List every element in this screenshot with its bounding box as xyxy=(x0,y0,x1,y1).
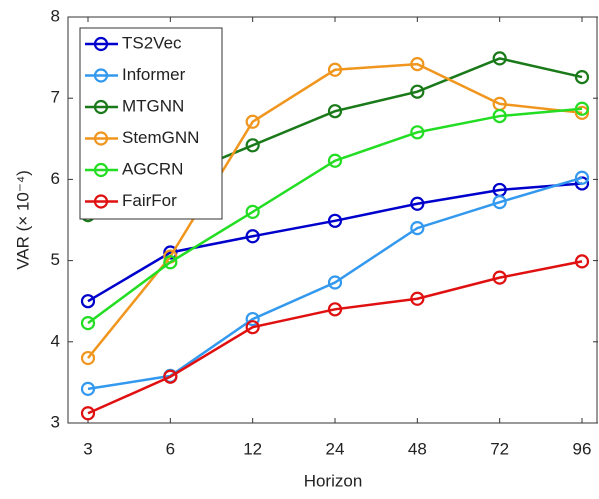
plot-frame xyxy=(67,16,598,424)
point xyxy=(245,320,260,335)
point xyxy=(492,270,507,285)
point xyxy=(574,170,590,185)
point xyxy=(80,406,96,421)
x-tick-label: 96 xyxy=(573,439,592,458)
point xyxy=(245,311,260,327)
series-line xyxy=(87,107,583,325)
y-tick-label: 4 xyxy=(51,331,60,350)
point xyxy=(327,62,343,77)
series-line xyxy=(87,182,583,303)
point xyxy=(410,125,425,140)
legend-label: TS2Vec xyxy=(122,33,182,52)
point xyxy=(327,153,343,168)
point xyxy=(492,51,507,66)
legend-marker xyxy=(93,68,109,83)
point xyxy=(410,221,425,236)
x-tick-label: 3 xyxy=(83,439,92,458)
y-axis-label: VAR (× 10⁻⁴) xyxy=(13,170,32,270)
legend-marker xyxy=(93,99,109,115)
point xyxy=(574,101,590,116)
point xyxy=(410,56,425,72)
legend-marker xyxy=(93,36,109,52)
y-tick-label: 3 xyxy=(51,412,60,431)
point xyxy=(574,176,590,191)
point xyxy=(80,381,96,396)
series-line xyxy=(87,260,583,415)
x-tick-label: 24 xyxy=(326,439,345,458)
point xyxy=(245,229,260,244)
legend-label: Informer xyxy=(122,65,186,84)
point xyxy=(245,204,260,219)
point xyxy=(163,255,178,270)
legend-label: StemGNN xyxy=(122,128,199,147)
y-tick-label: 7 xyxy=(51,88,60,107)
point xyxy=(80,316,96,331)
point xyxy=(80,350,96,366)
point xyxy=(327,213,343,228)
point xyxy=(492,108,507,124)
point xyxy=(574,254,590,269)
point xyxy=(245,114,260,129)
x-tick-label: 6 xyxy=(166,439,175,458)
legend-marker xyxy=(93,194,109,209)
point xyxy=(410,291,425,306)
point xyxy=(327,302,343,317)
point xyxy=(410,84,425,99)
point xyxy=(245,138,260,153)
point xyxy=(410,196,425,211)
point xyxy=(574,105,590,120)
point xyxy=(327,104,343,119)
point xyxy=(574,69,590,85)
legend-label: FairFor xyxy=(122,191,177,210)
point xyxy=(327,275,343,290)
legend-label: MTGNN xyxy=(122,96,184,115)
x-tick-label: 12 xyxy=(243,439,262,458)
y-tick-label: 5 xyxy=(51,250,60,269)
point xyxy=(80,294,96,309)
x-axis-label: Horizon xyxy=(304,471,363,490)
legend-marker xyxy=(93,162,109,178)
y-tick-label: 6 xyxy=(51,169,60,188)
x-tick-label: 72 xyxy=(490,439,509,458)
legend-box xyxy=(79,27,223,220)
point xyxy=(163,369,178,384)
x-tick-label: 48 xyxy=(408,439,427,458)
y-tick-label: 8 xyxy=(51,6,60,25)
point xyxy=(492,195,507,210)
legend-marker xyxy=(93,131,109,146)
legend-label: AGCRN xyxy=(122,159,183,178)
